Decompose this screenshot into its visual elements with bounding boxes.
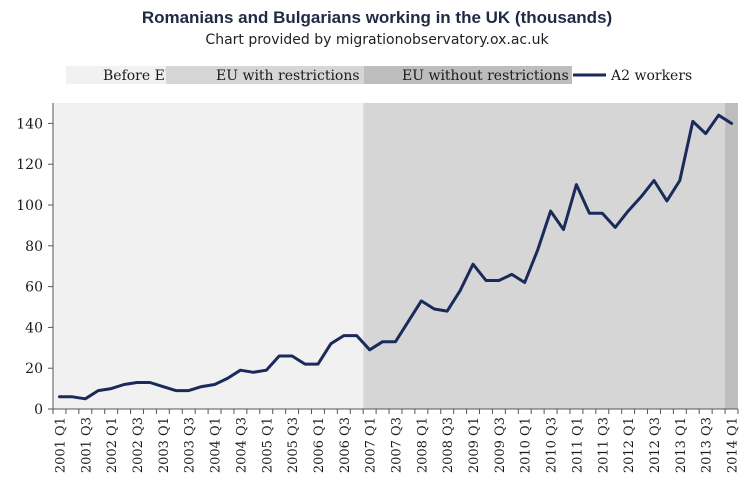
x-tick-label: 2008 Q1 xyxy=(415,417,430,473)
x-tick-label: 2009 Q1 xyxy=(467,417,482,473)
y-tick-label: 100 xyxy=(16,198,43,214)
legend-swatch-eu-without-restrictions xyxy=(364,66,572,84)
chart-title: Romanians and Bulgarians working in the … xyxy=(141,8,613,27)
x-tick-label: 2004 Q1 xyxy=(209,417,224,473)
period-band-2 xyxy=(363,103,726,409)
x-tick-label: 2014 Q1 xyxy=(726,417,741,473)
x-tick-label: 2013 Q3 xyxy=(700,417,715,473)
y-tick-label: 20 xyxy=(25,361,43,377)
x-tick-label: 2008 Q3 xyxy=(441,417,456,473)
x-tick-label: 2009 Q3 xyxy=(493,417,508,473)
y-tick-label: 0 xyxy=(34,402,43,418)
x-tick-label: 2013 Q1 xyxy=(674,417,689,473)
period-band-3 xyxy=(725,103,738,409)
y-tick-label: 40 xyxy=(25,320,43,336)
series-line-a2-workers xyxy=(58,113,733,401)
x-tick-label: 2001 Q1 xyxy=(53,417,68,473)
x-tick-label: 2010 Q3 xyxy=(545,417,560,473)
x-tick-label: 2004 Q3 xyxy=(234,417,249,473)
axes xyxy=(52,103,738,410)
series-group xyxy=(58,113,733,401)
x-tick-label: 2007 Q1 xyxy=(364,417,379,473)
period-band-1 xyxy=(53,103,364,409)
x-tick-label: 2003 Q1 xyxy=(157,417,172,473)
x-tick-label: 2001 Q3 xyxy=(79,417,94,473)
legend-swatch-eu-with-restrictions xyxy=(166,66,364,84)
legend-label-eu-without-restrictions: EU without restrictions xyxy=(402,68,569,84)
period-bands xyxy=(53,103,738,409)
x-tick-label: 2006 Q3 xyxy=(338,417,353,473)
y-axis-ticks: 0 20 40 60 80 100 120 140 xyxy=(16,116,53,418)
x-tick-label: 2012 Q1 xyxy=(622,417,637,473)
y-tick-label: 140 xyxy=(16,116,43,132)
x-tick-label: 2003 Q3 xyxy=(183,417,198,473)
legend-label-eu-with-restrictions: EU with restrictions xyxy=(216,68,360,84)
x-axis-ticks: 2001 Q1 2001 Q3 2002 Q1 2002 Q3 2003 Q1 2003 … xyxy=(52,409,741,473)
y-tick-label: 80 xyxy=(25,239,43,255)
x-tick-label: 2002 Q3 xyxy=(131,417,146,473)
x-tick-label: 2006 Q1 xyxy=(312,417,327,473)
legend-label-a2-workers: A2 workers xyxy=(610,68,692,84)
x-tick-label: 2012 Q3 xyxy=(648,417,663,473)
x-tick-label: 2010 Q1 xyxy=(519,417,534,473)
chart-subtitle: Chart provided by migrationobservatory.o… xyxy=(205,32,549,48)
legend: Before EU EU with restrictions EU without … xyxy=(66,66,692,84)
y-tick-label: 60 xyxy=(25,280,43,296)
x-tick-label: 2011 Q1 xyxy=(570,417,585,473)
x-tick-label: 2005 Q1 xyxy=(260,417,275,473)
legend-label-before-eu: Before EU xyxy=(103,68,177,84)
x-tick-label: 2011 Q3 xyxy=(596,417,611,473)
x-tick-label: 2005 Q3 xyxy=(286,417,301,473)
x-tick-label: 2002 Q1 xyxy=(105,417,120,473)
x-tick-label: 2007 Q3 xyxy=(390,417,405,473)
y-tick-label: 120 xyxy=(16,157,43,173)
